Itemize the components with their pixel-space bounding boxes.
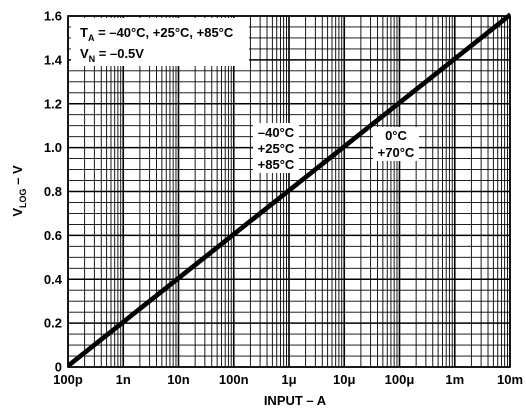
annotation-right-line1: 0°C — [385, 128, 407, 143]
y-tick-label: 1.2 — [44, 96, 62, 111]
x-tick-label: 1n — [116, 372, 131, 387]
x-tick-label: 100n — [219, 372, 249, 387]
x-axis-title: INPUT – A — [264, 393, 327, 408]
x-tick-label: 10m — [497, 372, 523, 387]
x-tick-label: 100μ — [385, 372, 415, 387]
grid — [67, 15, 511, 368]
x-tick-label: 1m — [445, 372, 464, 387]
x-tick-label: 1μ — [281, 372, 296, 387]
annotation-right-bg — [373, 127, 419, 161]
y-tick-label: 1.6 — [44, 9, 62, 24]
series-group — [67, 12, 511, 369]
x-tick-label: 100p — [53, 372, 83, 387]
y-tick-label: 0.2 — [44, 316, 62, 331]
annotation-left-line1: –40°C — [258, 125, 295, 140]
condition-vn: VN = –0.5V — [80, 46, 144, 64]
x-tick-label: 10n — [167, 372, 189, 387]
annotation-left-line2: +25°C — [258, 141, 295, 156]
y-tick-label: 0 — [55, 360, 62, 375]
y-tick-label: 0.8 — [44, 184, 62, 199]
series-line-1 — [67, 14, 511, 369]
plot-frame — [67, 15, 511, 368]
x-tick-label: 10μ — [333, 372, 355, 387]
y-tick-labels: 0 0.2 0.4 0.6 0.8 1.0 1.2 1.4 1.6 — [44, 9, 63, 375]
condition-temp: TA = –40°C, +25°C, +85°C — [80, 25, 234, 43]
y-tick-label: 1.4 — [44, 52, 63, 67]
annotation-left-bg — [253, 123, 299, 173]
conditions-box-bg — [71, 18, 249, 66]
y-tick-label: 0.6 — [44, 228, 62, 243]
x-tick-labels: 100p 1n 10n 100n 1μ 10μ 100μ 1m 10m — [53, 372, 523, 387]
y-tick-label: 0.4 — [44, 272, 63, 287]
y-tick-label: 1.0 — [44, 140, 62, 155]
annotation-left-line3: +85°C — [258, 157, 295, 172]
series-line-2 — [67, 12, 511, 366]
annotation-right-line2: +70°C — [378, 145, 415, 160]
y-axis-title: VLOG – V — [10, 165, 28, 217]
